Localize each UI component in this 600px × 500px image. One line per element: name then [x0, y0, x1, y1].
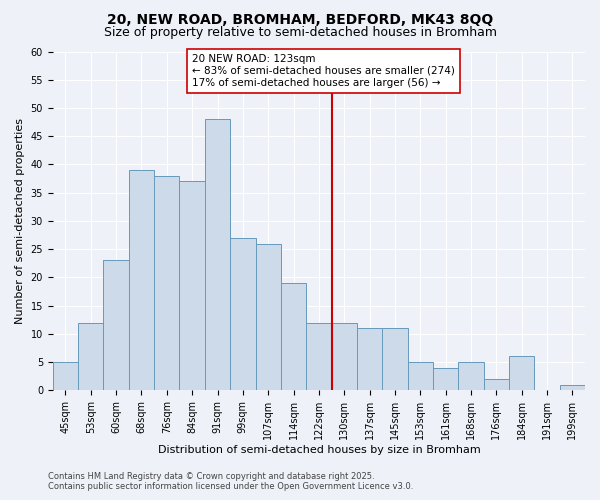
Bar	[407, 362, 433, 390]
Bar	[230, 238, 256, 390]
Bar	[103, 260, 129, 390]
Bar	[382, 328, 407, 390]
Bar	[332, 322, 357, 390]
Bar	[78, 322, 103, 390]
Bar	[357, 328, 382, 390]
Bar	[484, 379, 509, 390]
Text: 20, NEW ROAD, BROMHAM, BEDFORD, MK43 8QQ: 20, NEW ROAD, BROMHAM, BEDFORD, MK43 8QQ	[107, 12, 493, 26]
Bar	[560, 384, 585, 390]
Bar	[458, 362, 484, 390]
Bar	[53, 362, 78, 390]
Bar	[281, 283, 306, 391]
Y-axis label: Number of semi-detached properties: Number of semi-detached properties	[15, 118, 25, 324]
Bar	[129, 170, 154, 390]
Bar	[179, 182, 205, 390]
Text: Size of property relative to semi-detached houses in Bromham: Size of property relative to semi-detach…	[104, 26, 497, 39]
Bar	[433, 368, 458, 390]
Bar	[306, 322, 332, 390]
Bar	[154, 176, 179, 390]
Bar	[256, 244, 281, 390]
Text: Contains HM Land Registry data © Crown copyright and database right 2025.
Contai: Contains HM Land Registry data © Crown c…	[48, 472, 413, 491]
Text: 20 NEW ROAD: 123sqm
← 83% of semi-detached houses are smaller (274)
17% of semi-: 20 NEW ROAD: 123sqm ← 83% of semi-detach…	[192, 54, 455, 88]
X-axis label: Distribution of semi-detached houses by size in Bromham: Distribution of semi-detached houses by …	[158, 445, 480, 455]
Bar	[205, 120, 230, 390]
Bar	[509, 356, 535, 390]
